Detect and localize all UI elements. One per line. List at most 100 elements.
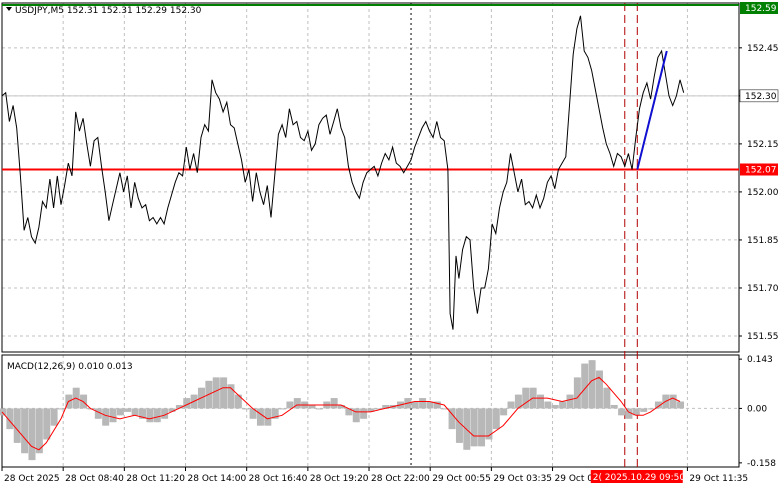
macd-histogram-bar <box>50 408 54 426</box>
macd-histogram-bar <box>249 408 253 419</box>
macd-histogram-bar <box>264 408 268 426</box>
time-tick-label: 28 Oct 22:00 <box>371 474 430 484</box>
macd-histogram-bar <box>356 408 360 423</box>
macd-histogram-bar <box>37 408 41 454</box>
macd-histogram-bar <box>622 408 626 416</box>
macd-histogram-bar <box>251 408 255 419</box>
macd-histogram-bar <box>494 408 498 430</box>
macd-histogram-bar <box>419 398 423 409</box>
blue-trend-line[interactable] <box>636 50 668 170</box>
macd-histogram-bar <box>518 394 522 409</box>
macd-axis: 0.143 0.00 -0.158 <box>739 355 776 469</box>
macd-histogram-bar <box>126 408 130 412</box>
time-badge: 2025.10.29 09:50 <box>605 473 686 483</box>
macd-histogram-bar <box>541 394 545 409</box>
macd-histogram-bar <box>526 387 530 409</box>
macd-histogram-bar <box>347 408 351 416</box>
macd-histogram-bar <box>57 408 61 410</box>
macd-histogram-bar <box>492 408 496 430</box>
macd-histogram-bar <box>509 401 513 409</box>
macd-histogram-bar <box>673 394 677 409</box>
macd-histogram-bar <box>671 394 675 409</box>
macd-histogram-bar <box>216 377 220 409</box>
macd-histogram-bar <box>681 401 685 409</box>
macd-histogram-bar <box>155 408 159 423</box>
time-tick-label: 28 Oct 08:40 <box>65 474 124 484</box>
macd-histogram-bar <box>625 408 629 419</box>
top-price-badge: 152.59 <box>745 4 777 14</box>
macd-histogram-bar <box>104 408 108 426</box>
macd-histogram-bar <box>500 408 504 416</box>
chevron-down-icon[interactable] <box>6 7 12 11</box>
macd-histogram-bar <box>423 398 427 409</box>
macd-histogram-bar <box>106 408 110 426</box>
macd-histogram-bar <box>367 408 371 412</box>
macd-histogram-bar <box>340 404 344 409</box>
macd-histogram-bar <box>514 394 518 409</box>
macd-histogram-bar <box>555 404 559 409</box>
macd-histogram-bar <box>583 363 587 409</box>
macd-histogram-bar <box>551 404 555 409</box>
macd-histogram-bar <box>489 408 493 440</box>
macd-histogram-bar <box>72 387 76 409</box>
macd-histogram-bar <box>561 401 565 409</box>
price-panel-frame <box>1 2 740 353</box>
macd-histogram-bar <box>376 408 380 410</box>
macd-histogram-bar <box>666 394 670 409</box>
macd-histogram-bar <box>618 408 622 416</box>
macd-histogram-bar <box>522 387 526 409</box>
macd-histogram-bar <box>352 408 356 423</box>
macd-histogram-bar <box>577 377 581 409</box>
macd-histogram-bar <box>445 408 449 410</box>
macd-histogram-bar <box>426 401 430 409</box>
macd-histogram-bar <box>627 408 631 419</box>
macd-histogram-bar <box>131 408 135 416</box>
macd-histogram-bar <box>139 408 143 419</box>
macd-histogram-bar <box>563 401 567 409</box>
macd-histogram-bar <box>220 377 224 409</box>
macd-histogram-bar <box>61 408 65 410</box>
macd-histogram-bar <box>656 401 660 409</box>
macd-histogram-bar <box>238 394 242 409</box>
macd-histogram-bar <box>400 401 404 409</box>
macd-histogram-bar <box>595 370 599 409</box>
macd-histogram-bar <box>260 408 264 426</box>
macd-histogram-bar <box>504 408 508 416</box>
macd-histogram-bar <box>679 401 683 409</box>
macd-histogram-bar <box>10 408 14 430</box>
macd-histogram-bar <box>651 408 655 410</box>
macd-histogram-bar <box>428 401 432 409</box>
macd-histogram-bar <box>599 370 603 409</box>
macd-histogram-bar <box>28 408 32 461</box>
macd-histogram-bar <box>288 401 292 409</box>
macd-histogram-bar <box>281 408 285 410</box>
macd-histogram-bar <box>52 408 56 426</box>
macd-tick-label: 0.143 <box>747 355 773 365</box>
macd-histogram-bar <box>234 394 238 409</box>
macd-histogram-bar <box>43 408 47 440</box>
macd-histogram-bar <box>597 370 601 409</box>
macd-histogram-bar <box>448 408 452 430</box>
macd-histogram-bar <box>529 387 533 409</box>
macd-histogram-bar <box>113 408 117 423</box>
macd-histogram-bar <box>559 401 563 409</box>
macd-histogram-bar <box>279 408 283 410</box>
macd-histogram-bar <box>612 404 616 409</box>
macd-histogram-bar <box>334 398 338 409</box>
macd-histogram-bar <box>148 408 152 423</box>
macd-histogram-bar <box>386 404 390 409</box>
macd-histogram-bar <box>378 408 382 410</box>
trend-segment[interactable] <box>636 50 668 170</box>
macd-histogram-bar <box>524 387 528 409</box>
current-price-badge-bg <box>739 89 779 103</box>
macd-histogram-bar <box>382 404 386 409</box>
macd-histogram-bar <box>87 408 91 410</box>
macd-histogram-bar <box>3 408 6 416</box>
macd-histogram-bar <box>546 401 550 409</box>
macd-histogram-bar <box>47 408 51 440</box>
macd-histogram-bar <box>124 408 128 412</box>
macd-histogram-bar <box>256 408 260 426</box>
macd-histogram-bar <box>620 408 624 416</box>
macd-histogram-bar <box>330 398 334 409</box>
